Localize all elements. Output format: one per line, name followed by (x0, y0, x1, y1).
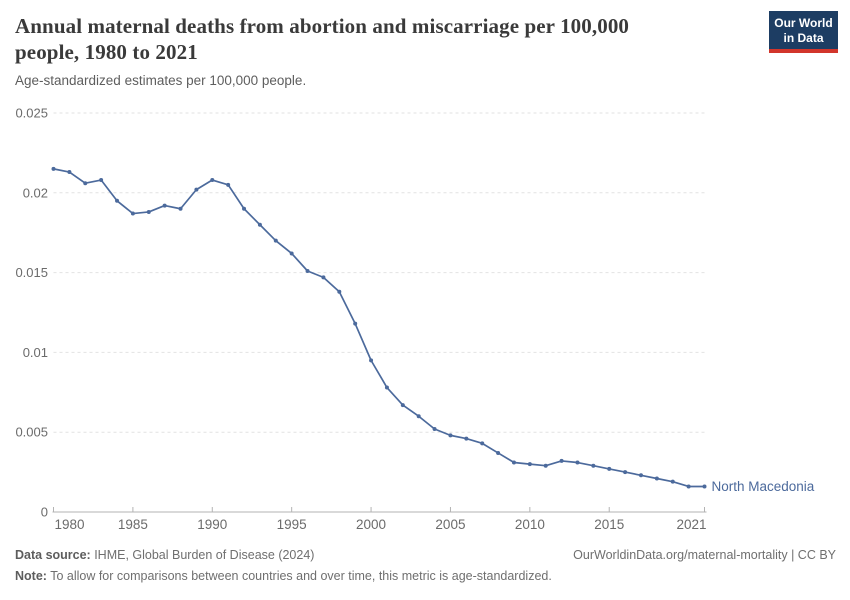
data-point-1986[interactable] (146, 209, 151, 214)
x-tick-label: 1985 (118, 517, 148, 532)
data-point-2012[interactable] (559, 458, 564, 463)
chart-footer: Data source: IHME, Global Burden of Dise… (15, 548, 836, 562)
x-tick-label: 2000 (356, 517, 386, 532)
data-point-1981[interactable] (67, 170, 72, 175)
data-point-1984[interactable] (115, 198, 120, 203)
data-point-1992[interactable] (242, 206, 247, 211)
data-point-2016[interactable] (623, 470, 628, 475)
data-point-1990[interactable] (210, 178, 215, 183)
data-point-2017[interactable] (638, 473, 643, 478)
data-point-2013[interactable] (575, 460, 580, 465)
data-point-1982[interactable] (83, 181, 88, 186)
data-point-1988[interactable] (178, 206, 183, 211)
x-tick-label: 2005 (435, 517, 465, 532)
data-point-2008[interactable] (496, 450, 501, 455)
data-point-1999[interactable] (353, 321, 358, 326)
y-tick-label: 0.015 (15, 265, 48, 280)
data-point-2010[interactable] (527, 462, 532, 467)
x-tick-label: 2010 (515, 517, 545, 532)
data-point-1983[interactable] (99, 178, 104, 183)
x-tick-label: 1995 (277, 517, 307, 532)
series-line-north-macedonia[interactable] (52, 168, 706, 488)
data-point-1996[interactable] (305, 269, 310, 274)
data-point-1995[interactable] (289, 251, 294, 256)
data-point-2005[interactable] (448, 433, 453, 438)
data-point-1985[interactable] (130, 211, 135, 216)
data-point-1993[interactable] (257, 222, 262, 227)
data-point-2011[interactable] (543, 463, 548, 468)
series-end-label: North Macedonia (712, 479, 815, 494)
x-tick-label: 2015 (594, 517, 624, 532)
chart-note: Note: To allow for comparisons between c… (15, 569, 836, 583)
data-source-text: Data source: IHME, Global Burden of Dise… (15, 548, 314, 562)
data-point-2007[interactable] (480, 441, 485, 446)
x-tick-label: 1990 (197, 517, 227, 532)
owid-logo-line-1: Our World (774, 16, 833, 30)
data-point-2015[interactable] (607, 466, 612, 471)
y-tick-label: 0.01 (23, 345, 48, 360)
chart-title-line-1: Annual maternal deaths from abortion and… (15, 14, 630, 38)
owid-logo-line-2: in Data (783, 30, 824, 45)
data-point-2014[interactable] (591, 463, 596, 468)
owid-logo[interactable]: Our World in Data (769, 11, 838, 53)
data-point-1989[interactable] (194, 187, 199, 192)
data-point-1980[interactable] (51, 166, 56, 171)
y-tick-label: 0 (41, 505, 48, 520)
y-tick-label: 0.025 (15, 106, 48, 121)
chart-subtitle: Age-standardized estimates per 100,000 p… (15, 73, 307, 88)
data-point-2009[interactable] (511, 460, 516, 465)
data-point-1991[interactable] (226, 182, 231, 187)
data-point-2020[interactable] (686, 484, 691, 489)
data-point-1998[interactable] (337, 289, 342, 294)
data-source-value: IHME, Global Burden of Disease (2024) (90, 548, 315, 562)
data-point-2019[interactable] (670, 479, 675, 484)
note-value: To allow for comparisons between countri… (46, 569, 552, 583)
data-point-1994[interactable] (273, 238, 278, 243)
chart-title: Annual maternal deaths from abortion and… (15, 13, 745, 65)
attribution-link[interactable]: OurWorldinData.org/maternal-mortality | … (573, 548, 836, 562)
y-tick-label: 0.02 (23, 185, 48, 200)
note-label: Note: (15, 569, 47, 583)
y-tick-label: 0.005 (15, 425, 48, 440)
data-point-2002[interactable] (400, 403, 405, 408)
data-point-2000[interactable] (369, 358, 374, 363)
data-point-2006[interactable] (464, 436, 469, 441)
data-point-2001[interactable] (384, 385, 389, 390)
data-point-1987[interactable] (162, 203, 167, 208)
data-source-label: Data source: (15, 548, 91, 562)
data-point-2004[interactable] (432, 427, 437, 432)
data-point-2003[interactable] (416, 414, 421, 419)
chart-title-line-2: people, 1980 to 2021 (15, 40, 198, 64)
data-point-2021[interactable] (702, 484, 707, 489)
x-tick-label: 2021 (676, 517, 706, 532)
x-tick-label: 1980 (55, 517, 85, 532)
data-point-1997[interactable] (321, 275, 326, 280)
data-point-2018[interactable] (654, 476, 659, 481)
